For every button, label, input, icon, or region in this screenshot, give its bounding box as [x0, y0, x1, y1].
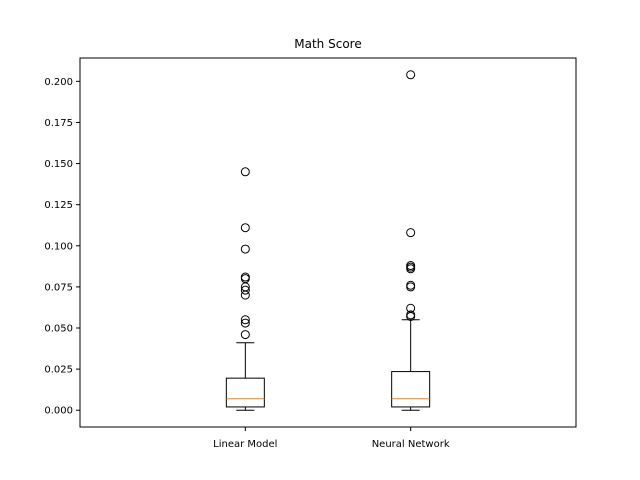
- y-tick-label: 0.050: [44, 324, 73, 335]
- y-tick-label: 0.075: [44, 282, 73, 293]
- outlier-point: [240, 290, 250, 300]
- outlier-point: [240, 244, 250, 254]
- iqr-box: [391, 371, 431, 408]
- outlier-point: [406, 311, 416, 321]
- outlier-point: [240, 318, 250, 328]
- y-tick-label: 0.125: [44, 200, 73, 211]
- outlier-point: [240, 285, 250, 295]
- y-tick-label: 0.200: [44, 77, 73, 88]
- y-tick-label: 0.150: [44, 159, 73, 170]
- outlier-point: [240, 315, 250, 325]
- y-tick-label: 0.175: [44, 118, 73, 129]
- outlier-point: [240, 223, 250, 233]
- y-tick-label: 0.000: [44, 406, 73, 417]
- outlier-point: [240, 167, 250, 177]
- boxes: [225, 70, 431, 411]
- plot-frame: [79, 57, 577, 428]
- box-group: [391, 70, 431, 411]
- outlier-point: [240, 330, 250, 340]
- y-tick-label: 0.100: [44, 241, 73, 252]
- y-tick-label: 0.025: [44, 365, 73, 376]
- outlier-point: [406, 228, 416, 238]
- outlier-point: [406, 264, 416, 274]
- box-group: [225, 167, 265, 411]
- x-tick-label: Neural Network: [372, 439, 450, 450]
- y-axis: 0.000 0.025 0.050 0.075 0.100 0.125 0.150 0.175…: [44, 77, 80, 417]
- iqr-box: [225, 377, 265, 408]
- outlier-point: [406, 282, 416, 292]
- outlier-point: [406, 70, 416, 80]
- x-tick-label: Linear Model: [213, 439, 277, 450]
- x-axis: Linear Model Neural Network: [213, 427, 450, 450]
- chart-title: Math Score: [294, 37, 361, 51]
